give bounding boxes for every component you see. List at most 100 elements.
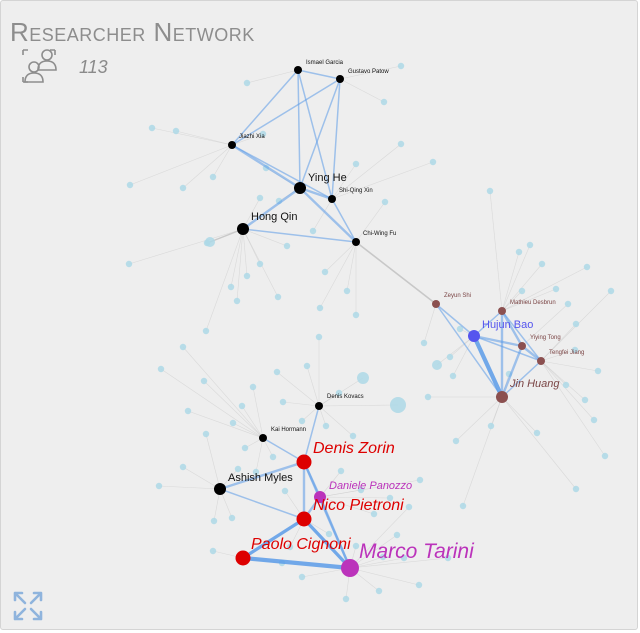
background-node[interactable]: [397, 140, 405, 148]
background-node[interactable]: [381, 198, 389, 206]
background-node[interactable]: [564, 300, 572, 308]
background-node[interactable]: [449, 372, 457, 380]
background-node[interactable]: [316, 304, 324, 312]
background-node[interactable]: [321, 268, 329, 276]
background-node[interactable]: [380, 98, 388, 106]
background-node[interactable]: [298, 573, 306, 581]
background-node[interactable]: [172, 127, 180, 135]
background-node[interactable]: [325, 530, 333, 538]
background-node[interactable]: [337, 467, 345, 475]
background-node[interactable]: [352, 542, 360, 550]
node-yinghe[interactable]: [294, 182, 306, 194]
background-node[interactable]: [416, 476, 424, 484]
background-node[interactable]: [273, 368, 281, 376]
node-daniele[interactable]: [314, 491, 326, 503]
background-node[interactable]: [241, 444, 249, 452]
background-node[interactable]: [583, 263, 591, 271]
background-node[interactable]: [357, 486, 365, 494]
background-node[interactable]: [157, 365, 165, 373]
background-node[interactable]: [209, 173, 217, 181]
background-node[interactable]: [487, 422, 495, 430]
background-node[interactable]: [243, 79, 251, 87]
background-node[interactable]: [238, 402, 246, 410]
node-jinhuang[interactable]: [496, 391, 508, 403]
background-node[interactable]: [538, 260, 546, 268]
background-node[interactable]: [148, 124, 156, 132]
node-paolo[interactable]: [235, 550, 251, 566]
background-node[interactable]: [202, 430, 210, 438]
background-node[interactable]: [309, 227, 317, 235]
background-node[interactable]: [286, 543, 294, 551]
background-node[interactable]: [179, 184, 187, 192]
background-node[interactable]: [444, 554, 452, 562]
background-node[interactable]: [322, 422, 330, 430]
background-node[interactable]: [432, 360, 442, 370]
background-node[interactable]: [274, 293, 282, 301]
background-node[interactable]: [533, 429, 541, 437]
background-node[interactable]: [229, 419, 237, 427]
background-node[interactable]: [424, 393, 432, 401]
background-node[interactable]: [281, 487, 289, 495]
background-node[interactable]: [393, 531, 401, 539]
background-node[interactable]: [370, 510, 378, 518]
node-nico[interactable]: [296, 511, 312, 527]
node-gustavo[interactable]: [336, 75, 344, 83]
background-node[interactable]: [234, 465, 242, 473]
background-node[interactable]: [227, 283, 235, 291]
background-node[interactable]: [269, 453, 277, 461]
node-shiqing[interactable]: [328, 195, 336, 203]
background-node[interactable]: [486, 187, 494, 195]
background-node[interactable]: [243, 272, 251, 280]
node-kai[interactable]: [259, 434, 267, 442]
background-node[interactable]: [590, 416, 598, 424]
background-node[interactable]: [256, 260, 264, 268]
background-node[interactable]: [415, 581, 423, 589]
node-ashish[interactable]: [214, 483, 226, 495]
background-node[interactable]: [303, 362, 311, 370]
background-node[interactable]: [210, 517, 218, 525]
node-zeyun[interactable]: [432, 300, 440, 308]
background-node[interactable]: [357, 372, 369, 384]
background-node[interactable]: [349, 432, 357, 440]
background-node[interactable]: [581, 396, 589, 404]
background-node[interactable]: [352, 311, 360, 319]
background-node[interactable]: [203, 239, 211, 247]
node-deniszorin[interactable]: [296, 454, 312, 470]
background-node[interactable]: [446, 353, 454, 361]
node-chiwing[interactable]: [352, 238, 360, 246]
background-node[interactable]: [518, 287, 526, 295]
background-node[interactable]: [386, 494, 394, 502]
background-node[interactable]: [572, 320, 580, 328]
background-node[interactable]: [155, 482, 163, 490]
expand-icon[interactable]: [12, 590, 44, 622]
background-node[interactable]: [335, 389, 343, 397]
background-node[interactable]: [607, 287, 615, 295]
background-node[interactable]: [279, 398, 287, 406]
background-node[interactable]: [562, 381, 570, 389]
background-node[interactable]: [526, 241, 534, 249]
background-node[interactable]: [572, 485, 580, 493]
background-node[interactable]: [179, 463, 187, 471]
node-hujun[interactable]: [468, 330, 480, 342]
background-node[interactable]: [184, 407, 192, 415]
node-hongqin[interactable]: [237, 223, 249, 235]
background-node[interactable]: [179, 343, 187, 351]
node-tengfei[interactable]: [537, 357, 545, 365]
background-node[interactable]: [283, 242, 291, 250]
node-jiazhi[interactable]: [228, 141, 236, 149]
background-node[interactable]: [249, 383, 257, 391]
background-node[interactable]: [400, 554, 408, 562]
background-node[interactable]: [209, 547, 217, 555]
background-node[interactable]: [352, 160, 360, 168]
background-node[interactable]: [420, 339, 428, 347]
background-node[interactable]: [515, 248, 523, 256]
background-node[interactable]: [459, 502, 467, 510]
background-node[interactable]: [256, 194, 264, 202]
node-mathieu[interactable]: [498, 307, 506, 315]
background-node[interactable]: [405, 503, 413, 511]
background-node[interactable]: [452, 437, 460, 445]
background-node[interactable]: [343, 287, 351, 295]
background-node[interactable]: [552, 285, 560, 293]
background-node[interactable]: [456, 325, 464, 333]
